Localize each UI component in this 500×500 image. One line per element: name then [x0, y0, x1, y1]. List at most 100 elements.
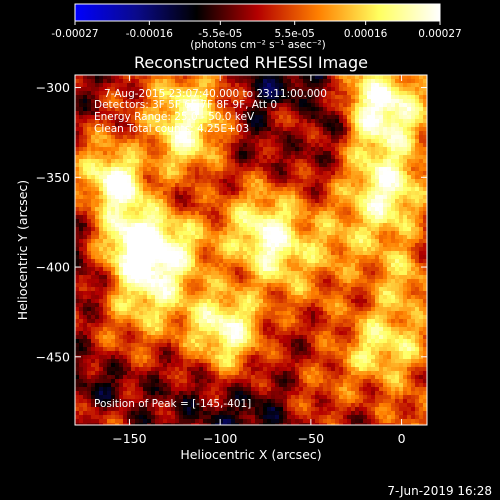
heatmap-cell: [123, 207, 127, 211]
heatmap-cell: [91, 239, 95, 243]
heatmap-cell: [327, 115, 331, 119]
heatmap-cell: [219, 295, 223, 299]
heatmap-cell: [199, 99, 203, 103]
heatmap-cell: [243, 199, 247, 203]
heatmap-cell: [343, 167, 347, 171]
heatmap-cell: [87, 263, 91, 267]
heatmap-cell: [335, 115, 339, 119]
heatmap-cell: [223, 263, 227, 267]
heatmap-cell: [131, 183, 135, 187]
heatmap-cell: [243, 159, 247, 163]
heatmap-cell: [215, 151, 219, 155]
heatmap-cell: [395, 111, 399, 115]
heatmap-cell: [179, 279, 183, 283]
heatmap-cell: [223, 163, 227, 167]
heatmap-cell: [151, 231, 155, 235]
heatmap-cell: [283, 135, 287, 139]
heatmap-cell: [215, 119, 219, 123]
heatmap-cell: [307, 99, 311, 103]
heatmap-cell: [175, 283, 179, 287]
heatmap-cell: [163, 163, 167, 167]
heatmap-cell: [299, 223, 303, 227]
heatmap-cell: [303, 215, 307, 219]
heatmap-cell: [423, 119, 427, 123]
heatmap-cell: [335, 191, 339, 195]
heatmap-cell: [111, 119, 115, 123]
heatmap-cell: [143, 111, 147, 115]
heatmap-cell: [315, 199, 319, 203]
heatmap-cell: [391, 119, 395, 123]
heatmap-cell: [271, 155, 275, 159]
heatmap-cell: [87, 159, 91, 163]
heatmap-cell: [307, 151, 311, 155]
heatmap-cell: [275, 159, 279, 163]
heatmap-cell: [343, 211, 347, 215]
heatmap-cell: [99, 195, 103, 199]
heatmap-cell: [419, 259, 423, 263]
heatmap-cell: [183, 299, 187, 303]
heatmap-cell: [219, 171, 223, 175]
heatmap-cell: [219, 107, 223, 111]
heatmap-cell: [111, 95, 115, 99]
heatmap-cell: [339, 103, 343, 107]
heatmap-cell: [203, 167, 207, 171]
heatmap-cell: [343, 243, 347, 247]
heatmap-cell: [263, 111, 267, 115]
heatmap-cell: [159, 251, 163, 255]
heatmap-cell: [183, 223, 187, 227]
heatmap-cell: [159, 299, 163, 303]
heatmap-cell: [403, 295, 407, 299]
heatmap-cell: [147, 295, 151, 299]
heatmap-cell: [299, 195, 303, 199]
heatmap-cell: [151, 199, 155, 203]
heatmap-cell: [275, 207, 279, 211]
heatmap-cell: [351, 167, 355, 171]
heatmap-cell: [279, 255, 283, 259]
heatmap-cell: [311, 195, 315, 199]
heatmap-cell: [275, 171, 279, 175]
heatmap-cell: [219, 239, 223, 243]
heatmap-cell: [187, 107, 191, 111]
heatmap-cell: [407, 79, 411, 83]
heatmap-cell: [371, 207, 375, 211]
heatmap-cell: [259, 187, 263, 191]
heatmap-cell: [103, 207, 107, 211]
heatmap-cell: [379, 267, 383, 271]
heatmap-cell: [183, 207, 187, 211]
heatmap-cell: [235, 263, 239, 267]
heatmap-cell: [179, 167, 183, 171]
heatmap-cell: [179, 223, 183, 227]
heatmap-cell: [259, 267, 263, 271]
heatmap-cell: [211, 143, 215, 147]
heatmap-cell: [299, 291, 303, 295]
heatmap-cell: [375, 231, 379, 235]
heatmap-cell: [107, 295, 111, 299]
heatmap-cell: [135, 131, 139, 135]
heatmap-cell: [303, 227, 307, 231]
heatmap-cell: [231, 119, 235, 123]
heatmap-cell: [275, 183, 279, 187]
heatmap-cell: [83, 127, 87, 131]
heatmap-cell: [367, 267, 371, 271]
heatmap-cell: [271, 187, 275, 191]
heatmap-cell: [123, 179, 127, 183]
heatmap-cell: [267, 251, 271, 255]
heatmap-cell: [199, 143, 203, 147]
heatmap-cell: [239, 187, 243, 191]
heatmap-cell: [251, 199, 255, 203]
heatmap-cell: [371, 275, 375, 279]
heatmap-cell: [251, 279, 255, 283]
heatmap-cell: [295, 143, 299, 147]
heatmap-cell: [103, 91, 107, 95]
heatmap-cell: [391, 127, 395, 131]
heatmap-cell: [179, 99, 183, 103]
heatmap-cell: [343, 163, 347, 167]
heatmap-cell: [243, 287, 247, 291]
heatmap-cell: [403, 115, 407, 119]
heatmap-cell: [95, 207, 99, 211]
heatmap-cell: [275, 155, 279, 159]
heatmap-cell: [379, 263, 383, 267]
heatmap-cell: [383, 159, 387, 163]
heatmap-cell: [339, 87, 343, 91]
heatmap-cell: [175, 271, 179, 275]
